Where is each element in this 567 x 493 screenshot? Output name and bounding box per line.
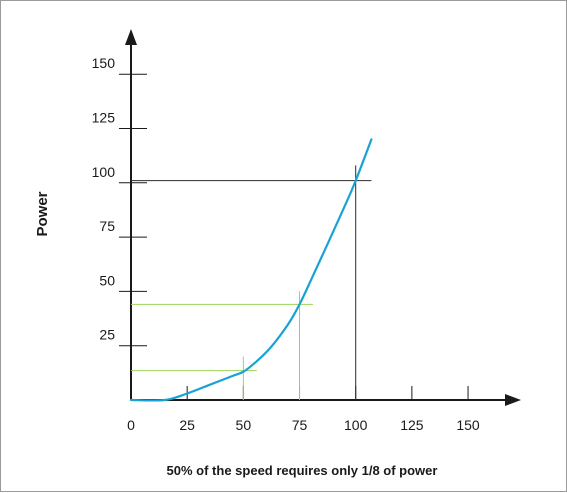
reference-lines	[131, 165, 372, 400]
x-tick-label: 0	[127, 417, 135, 433]
x-tick-label: 75	[292, 417, 308, 433]
x-tick-label: 100	[344, 417, 368, 433]
x-tick-label: 50	[236, 417, 252, 433]
x-tick-label: 25	[179, 417, 195, 433]
y-tick-label: 75	[99, 218, 115, 234]
y-axis-title: Power	[34, 191, 51, 236]
y-tick-label: 125	[92, 110, 116, 126]
tick-labels: 0 25 50 75 100 125 150 25 50 75 100 125 150	[92, 55, 480, 433]
y-tick-label: 25	[99, 327, 115, 343]
axes	[119, 29, 521, 406]
chart-caption: 50% of the speed requires only 1/8 of po…	[167, 463, 438, 478]
y-tick-label: 100	[92, 164, 116, 180]
y-axis-arrowhead	[125, 29, 137, 45]
x-axis-arrowhead	[505, 394, 521, 406]
series	[129, 138, 373, 402]
x-tick-label: 150	[456, 417, 480, 433]
y-tick-label: 50	[99, 272, 115, 288]
y-tick-label: 150	[92, 55, 116, 71]
power-curve	[129, 138, 373, 402]
x-tick-label: 125	[400, 417, 424, 433]
